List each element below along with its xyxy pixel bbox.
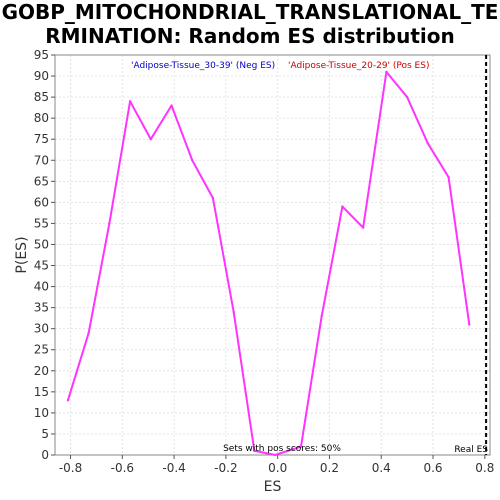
data-point bbox=[341, 205, 344, 208]
data-point bbox=[320, 314, 323, 318]
data-point bbox=[108, 222, 111, 225]
chart-title-line-2: RMINATION: Random ES distribution bbox=[45, 24, 455, 48]
chart-title: GOBP_MITOCHONDRIAL_TRANSLATIONAL_TE RMIN… bbox=[0, 0, 500, 48]
chart-title-line-1: GOBP_MITOCHONDRIAL_TRANSLATIONAL_TE bbox=[1, 0, 499, 24]
y-tick-label: 95 bbox=[34, 48, 49, 62]
pos-scores-annotation: Sets with pos scores: 50% bbox=[223, 444, 341, 454]
y-tick-label: 55 bbox=[34, 216, 49, 230]
x-tick-label: 0.2 bbox=[320, 461, 339, 475]
real-es-label: Real ES bbox=[454, 445, 488, 455]
x-tick-label: -0.8 bbox=[59, 461, 82, 475]
x-axis-label: ES bbox=[264, 479, 282, 495]
y-tick-label: 80 bbox=[34, 111, 49, 125]
y-tick-label: 30 bbox=[34, 322, 49, 336]
data-point bbox=[447, 175, 450, 179]
y-tick-label: 60 bbox=[34, 195, 49, 209]
y-tick-label: 75 bbox=[34, 132, 49, 146]
y-tick-label: 85 bbox=[34, 90, 49, 104]
data-point bbox=[87, 331, 90, 335]
x-tick-label: -0.2 bbox=[214, 461, 237, 475]
y-tick-label: 90 bbox=[34, 69, 49, 83]
y-tick-label: 40 bbox=[34, 280, 49, 294]
data-point bbox=[232, 310, 235, 314]
es-distribution-line bbox=[66, 70, 471, 456]
data-point bbox=[299, 445, 303, 448]
data-point bbox=[191, 159, 194, 162]
x-tick-label: -0.6 bbox=[111, 461, 134, 475]
y-tick-label: 20 bbox=[34, 364, 49, 378]
x-tick-label: 0.6 bbox=[423, 461, 442, 475]
legend-neg-es: 'Adipose-Tissue_30-39' (Neg ES) bbox=[131, 61, 275, 71]
y-tick-label: 10 bbox=[34, 406, 49, 420]
y-tick-label: 70 bbox=[34, 153, 49, 167]
y-tick-label: 0 bbox=[41, 448, 49, 462]
data-point bbox=[128, 100, 132, 103]
y-tick-label: 35 bbox=[34, 301, 49, 315]
data-point bbox=[66, 399, 70, 402]
x-tick-label: 0.8 bbox=[475, 461, 494, 475]
x-tick-label: 0.4 bbox=[372, 461, 391, 475]
y-tick-label: 50 bbox=[34, 237, 49, 251]
data-point bbox=[211, 196, 215, 200]
data-point bbox=[253, 449, 256, 452]
x-tick-label: 0.0 bbox=[268, 461, 287, 475]
data-point bbox=[385, 70, 388, 74]
y-tick-label: 65 bbox=[34, 174, 49, 188]
data-point bbox=[361, 226, 365, 229]
y-tick-label: 15 bbox=[34, 385, 49, 399]
plot-area bbox=[55, 55, 490, 455]
legend-pos-es: 'Adipose-Tissue_20-29' (Pos ES) bbox=[288, 61, 429, 71]
y-axis-label: P(ES) bbox=[14, 236, 30, 273]
y-tick-label: 45 bbox=[34, 259, 49, 273]
data-point bbox=[149, 138, 153, 141]
data-point bbox=[405, 95, 409, 99]
x-tick-label: -0.4 bbox=[162, 461, 185, 475]
y-tick-label: 25 bbox=[34, 343, 49, 357]
data-point bbox=[170, 104, 173, 107]
data-point bbox=[426, 142, 430, 145]
y-tick-label: 5 bbox=[41, 427, 49, 441]
data-point bbox=[273, 453, 277, 457]
data-point bbox=[468, 323, 471, 326]
